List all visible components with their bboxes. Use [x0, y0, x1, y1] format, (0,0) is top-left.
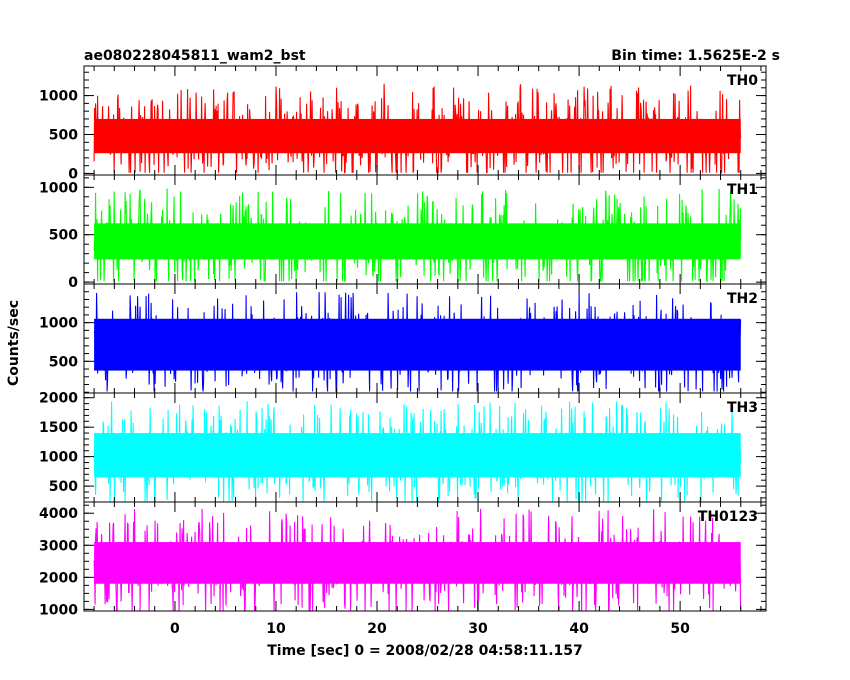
y-tick-label: 1000	[39, 180, 78, 196]
panel-label-th1: TH1	[727, 182, 758, 198]
y-axis-label: Counts/sec	[6, 300, 22, 386]
panel-label-th3: TH3	[727, 400, 758, 416]
series-core-th1	[94, 223, 741, 260]
series-core-th2	[94, 318, 741, 371]
series-core-th0	[94, 118, 741, 154]
panel-label-th0123: TH0123	[698, 509, 758, 525]
y-tick-label: 1000	[39, 450, 78, 466]
y-tick-label: 1000	[39, 89, 78, 105]
y-tick-label: 500	[49, 354, 78, 370]
y-tick-label: 3000	[39, 538, 78, 554]
x-axis-label: Time [sec] 0 = 2008/02/28 04:58:11.157	[267, 643, 583, 659]
y-tick-label: 1000	[39, 602, 78, 618]
x-tick-label: 30	[468, 621, 488, 637]
y-tick-label: 500	[49, 128, 78, 144]
panel-label-th0: TH0	[727, 73, 758, 89]
y-tick-label: 1000	[39, 316, 78, 332]
y-tick-label: 2000	[39, 391, 78, 407]
bin-time-label: Bin time: 1.5625E-2 s	[611, 48, 780, 64]
panel-label-th2: TH2	[727, 291, 758, 307]
y-tick-label: 4000	[39, 506, 78, 522]
y-tick-label: 0	[68, 275, 78, 291]
series-core-th0123	[94, 542, 741, 584]
y-tick-label: 1500	[39, 420, 78, 436]
panel-th0: 0 500 1000 TH0	[39, 65, 767, 182]
x-tick-label: 0	[170, 621, 180, 637]
x-tick-label: 50	[670, 621, 690, 637]
panel-frame	[83, 501, 767, 612]
chart-title: ae080228045811_wam2_bst	[84, 48, 306, 64]
panel-th1: 0 500 1000 TH1	[39, 174, 767, 291]
panel-th2: 500 1000 TH2	[39, 283, 767, 394]
x-tick-label: 40	[569, 621, 589, 637]
y-tick-label: 2000	[39, 570, 78, 586]
y-tick-label: 500	[49, 228, 78, 244]
y-tick-label: 0	[68, 166, 78, 182]
series-core-th3	[94, 433, 741, 478]
y-tick-label: 500	[49, 479, 78, 495]
x-tick-label: 10	[266, 621, 286, 637]
x-tick-label: 20	[367, 621, 387, 637]
panel-th3: 500 1000 1500 2000 TH3	[39, 391, 767, 503]
panel-th0123: 1000 2000 3000 4000 TH0123	[39, 501, 767, 618]
